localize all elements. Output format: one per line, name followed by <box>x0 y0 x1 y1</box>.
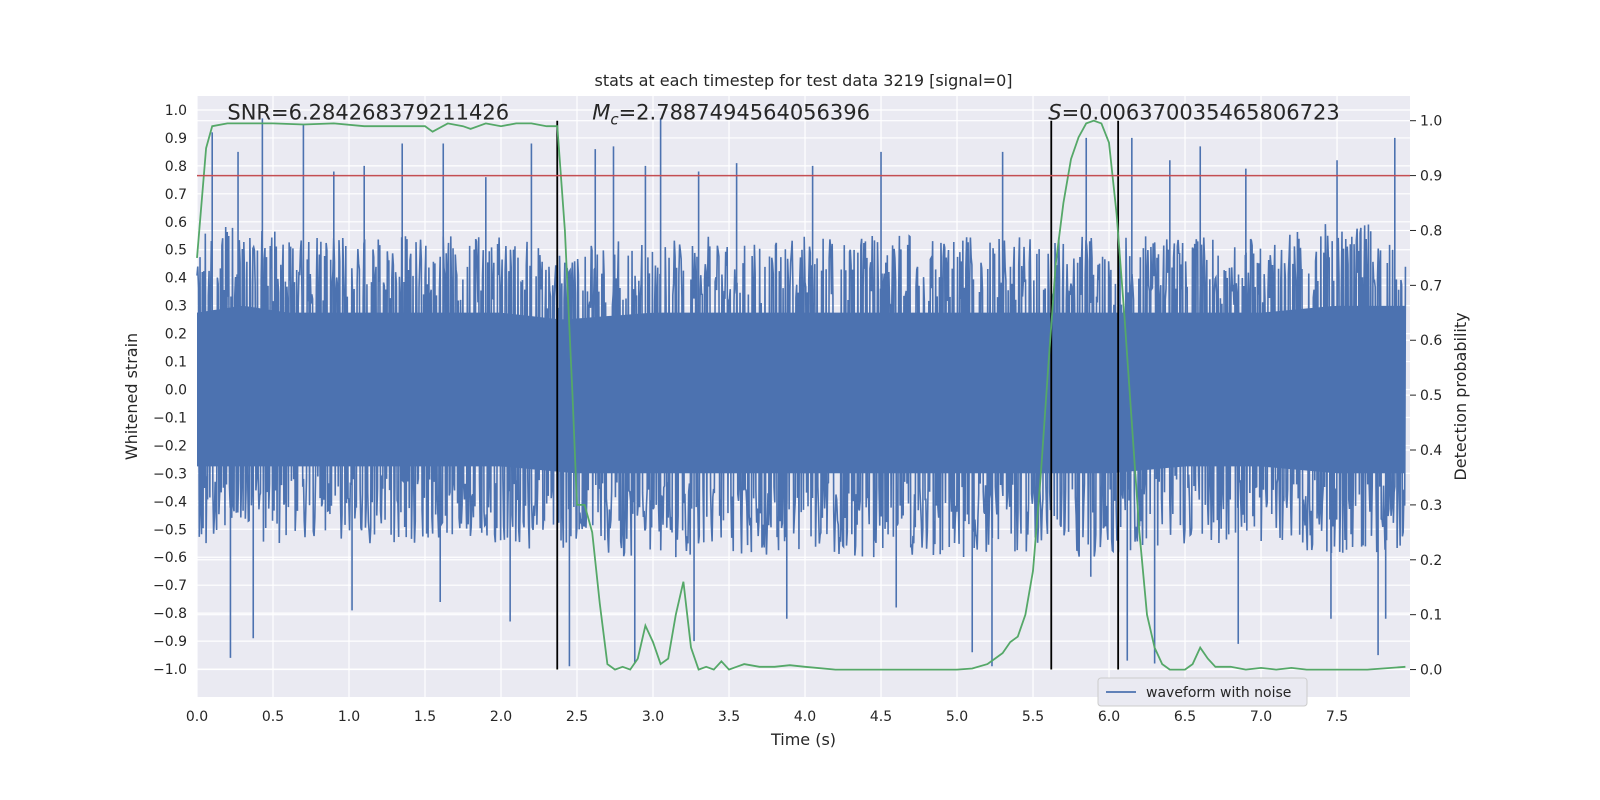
y-left-tick-label: −1.0 <box>153 662 187 678</box>
annotation-chirp-mass-subscript: c <box>610 111 619 129</box>
y-right-tick-label: 0.6 <box>1420 333 1442 349</box>
y-right-tick-label: 0.8 <box>1420 223 1442 239</box>
y-left-tick-label: 0.3 <box>165 299 187 315</box>
legend: waveform with noise <box>1097 677 1308 707</box>
y-right-tick-label: 1.0 <box>1420 114 1442 130</box>
x-tick-label: 6.0 <box>1098 709 1120 725</box>
x-tick-label: 2.5 <box>566 709 588 725</box>
y-right-tick-label: 0.3 <box>1420 498 1442 514</box>
y-right-tick-label: 0.5 <box>1420 388 1442 404</box>
annotation-chirp-mass-symbol: M <box>592 101 610 125</box>
annotation-snr: SNR=6.284268379211426 <box>227 101 509 125</box>
annotation-s-value: =0.006370035465806723 <box>1062 101 1340 125</box>
chart-title: stats at each timestep for test data 321… <box>594 71 1012 90</box>
y-left-tick-label: 0.4 <box>165 271 187 287</box>
annotation-chirp-mass: Mc=2.7887494564056396 <box>592 101 870 129</box>
vertical-markers <box>556 120 1120 670</box>
y-left-tick-label: −0.6 <box>153 550 187 566</box>
y-right-tick-label: 0.1 <box>1420 608 1442 624</box>
x-tick-label: 3.0 <box>642 709 664 725</box>
y-left-tick-label: −0.8 <box>153 606 187 622</box>
y-left-tick-label: 0.9 <box>165 131 187 147</box>
y-left-tick-label: 0.0 <box>165 383 187 399</box>
y-right-tick-labels: 1.0 0.9 0.8 0.7 0.6 0.5 0.4 0.3 0.2 0.1 0.0 <box>1410 114 1442 679</box>
y-left-tick-label: −0.7 <box>153 578 187 594</box>
y-left-tick-label: 1.0 <box>165 103 187 119</box>
x-tick-label: 7.0 <box>1250 709 1272 725</box>
legend-label-waveform: waveform with noise <box>1146 685 1291 701</box>
x-tick-labels: 0.0 0.5 1.0 1.5 2.0 2.5 3.0 3.5 4.0 4.5 5.0 5.5 6.0 6… <box>186 709 1348 725</box>
x-tick-label: 4.0 <box>794 709 816 725</box>
x-tick-label: 1.0 <box>338 709 360 725</box>
y-left-tick-label: −0.9 <box>153 634 187 650</box>
waveform-trace <box>196 224 1407 558</box>
x-tick-label: 5.5 <box>1022 709 1044 725</box>
y-left-tick-label: 0.8 <box>165 159 187 175</box>
x-tick-label: 0.0 <box>186 709 208 725</box>
annotation-s-symbol: S <box>1048 101 1061 125</box>
x-tick-label: 5.0 <box>946 709 968 725</box>
y-right-tick-label: 0.9 <box>1420 169 1442 185</box>
y-left-tick-label: −0.3 <box>153 466 187 482</box>
y-left-tick-label: 0.2 <box>165 327 187 343</box>
y-left-tick-labels: 1.0 0.9 0.8 0.7 0.6 0.5 0.4 0.3 0.2 0.1 0.0 −0.1 −0.… <box>153 103 187 678</box>
legend-box <box>1097 677 1308 707</box>
x-tick-label: 0.5 <box>262 709 284 725</box>
x-tick-label: 7.5 <box>1326 709 1348 725</box>
y-right-tick-label: 0.0 <box>1420 663 1442 679</box>
x-tick-label: 3.5 <box>718 709 740 725</box>
y-left-tick-label: 0.7 <box>165 187 187 203</box>
y-right-tick-label: 0.2 <box>1420 553 1442 569</box>
y-right-tick-label: 0.7 <box>1420 278 1442 294</box>
y-left-tick-label: −0.4 <box>153 494 187 510</box>
detection-probability-line <box>196 119 1406 671</box>
x-tick-label: 6.5 <box>1174 709 1196 725</box>
waveform-core <box>197 305 1406 474</box>
waveform-series <box>196 118 1407 667</box>
y-left-tick-label: −0.2 <box>153 438 187 454</box>
x-tick-label: 1.5 <box>414 709 436 725</box>
x-tick-label: 4.5 <box>870 709 892 725</box>
annotation-s: S=0.006370035465806723 <box>1048 101 1339 125</box>
y-left-axis-label: Whitened strain <box>122 333 141 460</box>
y-left-tick-label: 0.1 <box>165 355 187 371</box>
x-axis-label: Time (s) <box>770 730 836 749</box>
y-left-tick-label: 0.6 <box>165 215 187 231</box>
y-right-axis-label: Detection probability <box>1451 312 1470 480</box>
y-right-tick-label: 0.4 <box>1420 443 1442 459</box>
x-tick-label: 2.0 <box>490 709 512 725</box>
y-left-tick-label: −0.1 <box>153 410 187 426</box>
y-left-tick-label: 0.5 <box>165 243 187 259</box>
annotation-chirp-mass-value: =2.7887494564056396 <box>619 101 870 125</box>
y-left-tick-label: −0.5 <box>153 522 187 538</box>
